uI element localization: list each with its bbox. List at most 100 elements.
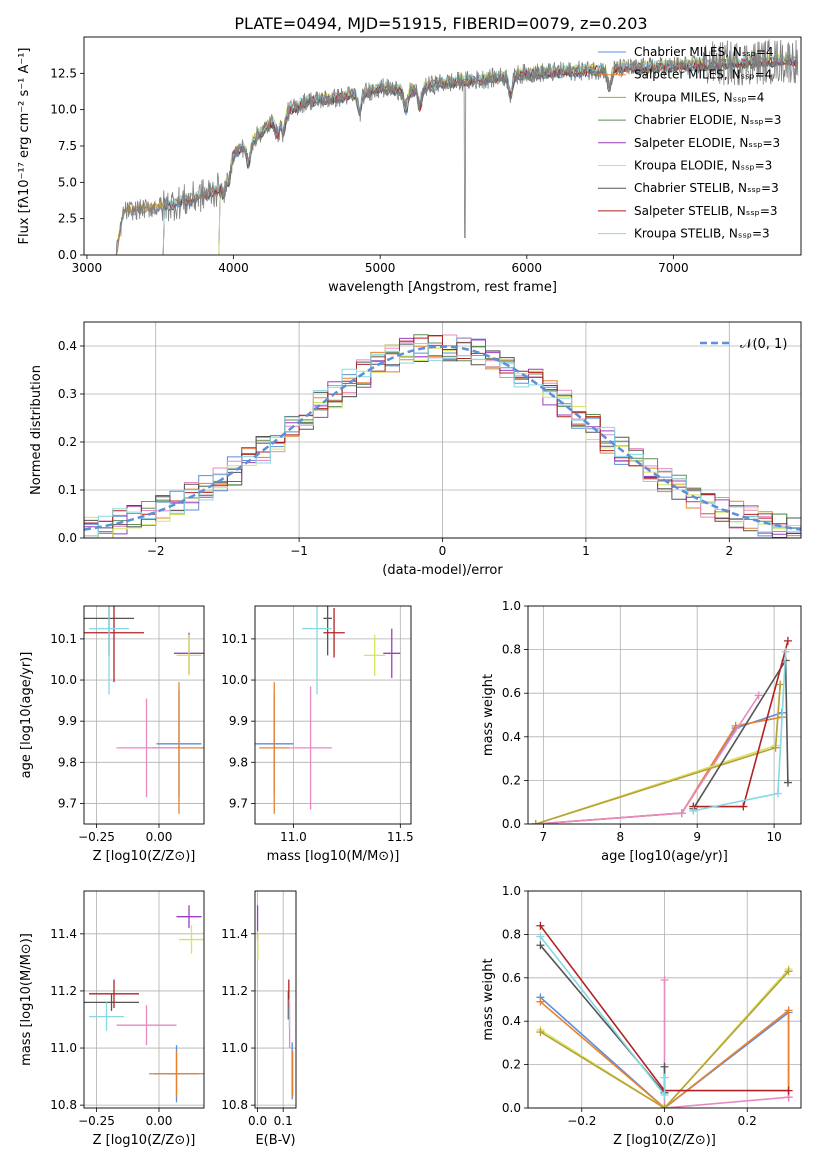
x-axis-label: mass [log10(M/M⊙)]	[267, 849, 400, 864]
y-tick-label: 11.0	[50, 1041, 77, 1055]
weight-marker	[536, 941, 545, 950]
legend-label: Salpeter MILES, Nₛₛₚ=4	[634, 68, 772, 82]
model-spectrum-line	[115, 57, 799, 255]
error-bar-point	[323, 606, 332, 656]
error-bar-point	[323, 608, 345, 658]
x-tick-label: 8	[616, 830, 624, 844]
weight-marker	[783, 636, 792, 645]
weight-marker	[771, 743, 780, 752]
y-axis-label: Normed distribution	[29, 365, 44, 495]
error-bar-point	[176, 634, 202, 676]
x-tick-label: 11.0	[280, 830, 307, 844]
y-tick-label: 10.0	[50, 103, 77, 117]
y-tick-label: 11.4	[221, 927, 248, 941]
y-axis-label: mass weight	[481, 958, 496, 1040]
weight-line	[535, 712, 783, 824]
x-tick-label: 7	[540, 830, 548, 844]
x-tick-label: 10	[766, 830, 781, 844]
x-axis-label: age [log10(age/yr)]	[601, 849, 728, 864]
y-tick-label: 0.8	[502, 927, 521, 941]
legend-label: Chabrier MILES, Nₛₛₚ=4	[634, 45, 774, 59]
y-tick-label: 11.2	[221, 984, 248, 998]
legend-label: Salpeter STELIB, Nₛₛₚ=3	[634, 204, 778, 218]
weight-marker	[677, 809, 686, 818]
panel-age_vs_Z: −0.25 0.00 9.7 9.8 9.9 10.0 10.1 Z [log10(Z/Z⊙)…	[19, 605, 205, 864]
error-bar-point	[176, 905, 202, 929]
error-bar-point	[84, 606, 144, 683]
axes-frame	[83, 605, 205, 825]
y-tick-label: 0.6	[502, 686, 521, 700]
weight-marker	[784, 1086, 793, 1095]
weight-marker	[754, 691, 763, 700]
error-bar-point	[383, 628, 401, 678]
x-tick-label: 0	[439, 544, 447, 558]
weight-line	[535, 716, 782, 824]
x-tick-label: 0.2	[738, 1114, 757, 1128]
weight-marker	[739, 802, 748, 811]
x-tick-label: 3000	[72, 261, 103, 275]
plot-area	[531, 636, 792, 824]
y-tick-label: 10.1	[50, 632, 77, 646]
y-axis-label: mass [log10(M/M⊙)]	[19, 933, 34, 1066]
y-axis-label: age [log10(age/yr)]	[19, 652, 34, 779]
y-tick-label: 1.0	[502, 599, 521, 613]
y-tick-label: 9.8	[58, 755, 77, 769]
x-tick-label: 2	[725, 544, 733, 558]
legend-label: Chabrier ELODIE, Nₛₛₚ=3	[634, 113, 781, 127]
panel-spectrum: 3000 4000 5000 6000 7000 0.0 2.5 5.0 7.5 10.0 12.5…	[17, 36, 802, 295]
y-tick-label: 0.4	[58, 339, 77, 353]
plot-area	[84, 905, 204, 1103]
panel-residuals: −2 −1 0 1 2 0.0 0.1 0.2 0.3 0.4 (data-model)/error…	[29, 321, 802, 578]
x-tick-label: 6000	[512, 261, 543, 275]
y-tick-label: 11.2	[50, 984, 77, 998]
weight-line	[539, 968, 790, 1108]
panel-weight_vs_age: 7 8 9 10 0.0 0.2 0.4 0.6 0.8 1.0 age [log10(age/yr…	[481, 599, 802, 864]
y-tick-label: 11.0	[221, 1041, 248, 1055]
y-tick-label: 0.0	[502, 817, 521, 831]
weight-marker	[660, 1104, 669, 1108]
x-tick-label: −1	[290, 544, 308, 558]
legend-label: 𝒩(0, 1)	[740, 337, 787, 352]
y-tick-label: 0.1	[58, 483, 77, 497]
error-bar-point	[259, 682, 290, 814]
weight-marker	[784, 967, 793, 976]
axes-frame	[254, 605, 412, 825]
y-tick-label: 2.5	[58, 212, 77, 226]
weight-line	[539, 970, 790, 1108]
weight-marker	[781, 647, 790, 656]
y-tick-label: 11.4	[50, 927, 77, 941]
x-tick-label: −0.25	[78, 1114, 115, 1128]
x-tick-label: 9	[693, 830, 701, 844]
y-tick-label: 9.7	[58, 796, 77, 810]
axes-frame	[83, 321, 802, 539]
y-tick-label: 0.2	[502, 773, 521, 787]
weight-marker	[660, 975, 669, 984]
y-tick-label: 10.0	[50, 673, 77, 687]
weight-marker	[776, 680, 785, 689]
y-tick-label: 0.2	[58, 435, 77, 449]
x-tick-label: −0.25	[78, 830, 115, 844]
y-tick-label: 9.9	[58, 714, 77, 728]
weight-marker	[660, 1062, 669, 1071]
x-tick-label: 5000	[365, 261, 396, 275]
weight-marker	[536, 997, 545, 1006]
y-tick-label: 9.7	[229, 796, 248, 810]
weight-marker	[531, 820, 540, 824]
weight-line	[663, 980, 789, 1108]
y-axis-label: mass weight	[481, 674, 496, 756]
x-tick-label: −0.2	[567, 1114, 596, 1128]
weight-marker	[783, 778, 792, 787]
axes-frame	[83, 36, 802, 256]
weight-line	[539, 936, 666, 1098]
x-tick-label: 0.00	[146, 1114, 173, 1128]
x-axis-label: (data-model)/error	[382, 563, 503, 578]
plot-area	[255, 606, 401, 814]
error-bar-point	[116, 698, 177, 798]
weight-marker	[660, 1090, 669, 1099]
error-bar-point	[84, 993, 139, 1011]
plot-area	[536, 921, 793, 1108]
x-axis-label: Z [log10(Z/Z⊙)]	[93, 1133, 196, 1148]
x-tick-label: −2	[147, 544, 165, 558]
y-tick-label: 0.0	[502, 1101, 521, 1115]
